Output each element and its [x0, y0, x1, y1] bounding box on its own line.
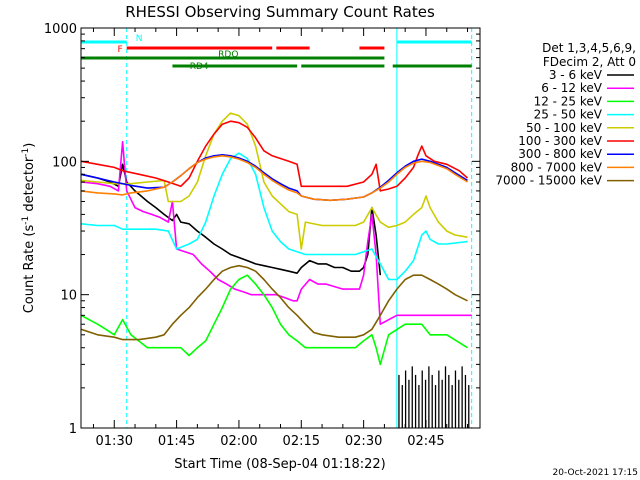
series-line-1 — [81, 141, 472, 325]
x-tick-label: 02:15 — [283, 434, 320, 449]
annotation-label-n: N — [136, 34, 143, 44]
footer-timestamp: 20-Oct-2021 17:15 — [553, 468, 638, 478]
series-line-4 — [81, 112, 468, 250]
series-line-0 — [81, 163, 382, 276]
legend-label: 25 - 50 keV — [534, 108, 603, 122]
y-axis-label-sup1: -1 — [21, 216, 31, 225]
series-layer — [81, 112, 472, 428]
x-axis-label: Start Time (08-Sep-04 01:18:22) — [174, 457, 385, 472]
x-tick-label: 01:30 — [96, 434, 133, 449]
annotation-label-rdo: RDO — [218, 50, 238, 60]
legend-header-line1: Det 1,3,4,5,6,9, — [542, 41, 636, 55]
plot-area: N F RDO RD4 — [81, 28, 473, 428]
legend-label: 12 - 25 keV — [534, 94, 603, 108]
series-line-7 — [81, 155, 468, 202]
y-axis-label-part2: detector — [22, 156, 37, 216]
legend: Det 1,3,4,5,6,9, FDecim 2, Att 0 3 - 6 k… — [495, 41, 636, 188]
y-axis-label-part3: ) — [22, 143, 37, 148]
y-tick-label: 1000 — [44, 22, 77, 37]
annotation-label-rd4: RD4 — [190, 62, 209, 72]
y-axis-label-part1: Count Rate (s — [22, 225, 37, 314]
x-tick-label: 02:45 — [407, 434, 444, 449]
series-line-3 — [81, 152, 468, 281]
legend-label: 100 - 300 keV — [518, 134, 602, 148]
y-tick-label: 10 — [60, 289, 77, 304]
legend-label: 300 - 800 keV — [518, 147, 602, 161]
axis-layer: 1 10 100 1000 01:30 01:45 02:00 02:15 02:30 02:45 — [44, 22, 480, 449]
legend-label: 3 - 6 keV — [549, 68, 603, 82]
y-tick-label: 1 — [69, 422, 77, 437]
x-tick-label: 02:30 — [345, 434, 382, 449]
legend-label: 800 - 7000 keV — [511, 160, 603, 174]
legend-label: 50 - 100 keV — [526, 121, 603, 135]
legend-label: 6 - 12 keV — [541, 81, 603, 95]
y-axis-label-sup2: -1 — [21, 148, 31, 157]
chart-title: RHESSI Observing Summary Count Rates — [125, 3, 435, 21]
legend-label: 7000 - 15000 keV — [495, 174, 602, 188]
y-tick-label: 100 — [52, 155, 77, 170]
series-line-2 — [81, 274, 468, 366]
y-axis-label: Count Rate (s-1 detector-1) — [21, 143, 37, 314]
series-line-8 — [81, 264, 468, 341]
legend-header-line2: FDecim 2, Att 0 — [543, 55, 636, 69]
x-tick-label: 02:00 — [220, 434, 257, 449]
annotation-label-f: F — [118, 45, 123, 55]
x-tick-label: 01:45 — [158, 434, 195, 449]
annotation-layer: N F RDO RD4 — [81, 28, 473, 428]
